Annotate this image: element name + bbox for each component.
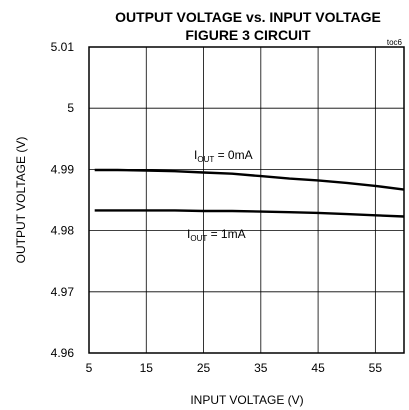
y-axis-label: OUTPUT VOLTAGE (V) [14,137,28,264]
grid [88,46,404,354]
plot-frame [88,46,405,354]
chart-title: OUTPUT VOLTAGE vs. INPUT VOLTAGE [115,9,381,25]
y-tick-label: 4.96 [51,346,75,360]
y-tick-label: 4.99 [51,162,75,176]
chart-subtitle: FIGURE 3 CIRCUIT [185,27,311,43]
x-tick-labels: 5 15 25 35 45 55 [86,361,383,375]
x-tick-label: 35 [254,361,268,375]
series-label-1ma: IOUT = 1mA [187,227,246,243]
x-tick-label: 15 [140,361,154,375]
y-tick-label: 4.97 [51,285,75,299]
y-tick-label: 5 [67,101,74,115]
y-tick-labels: 4.96 4.97 4.98 4.99 5 5.01 [51,40,75,360]
y-tick-label: 4.98 [51,224,75,238]
x-axis-label: INPUT VOLTAGE (V) [190,393,303,407]
x-tick-label: 5 [86,361,93,375]
x-tick-label: 45 [311,361,325,375]
series-line-0 [94,168,405,191]
series-layer [94,168,405,218]
y-tick-label: 5.01 [51,40,75,54]
x-tick-label: 25 [197,361,211,375]
x-tick-label: 55 [369,361,383,375]
series-line-1 [94,209,405,218]
series-label-0ma: IOUT = 0mA [194,148,253,164]
chart-tag: toc6 [387,38,403,47]
